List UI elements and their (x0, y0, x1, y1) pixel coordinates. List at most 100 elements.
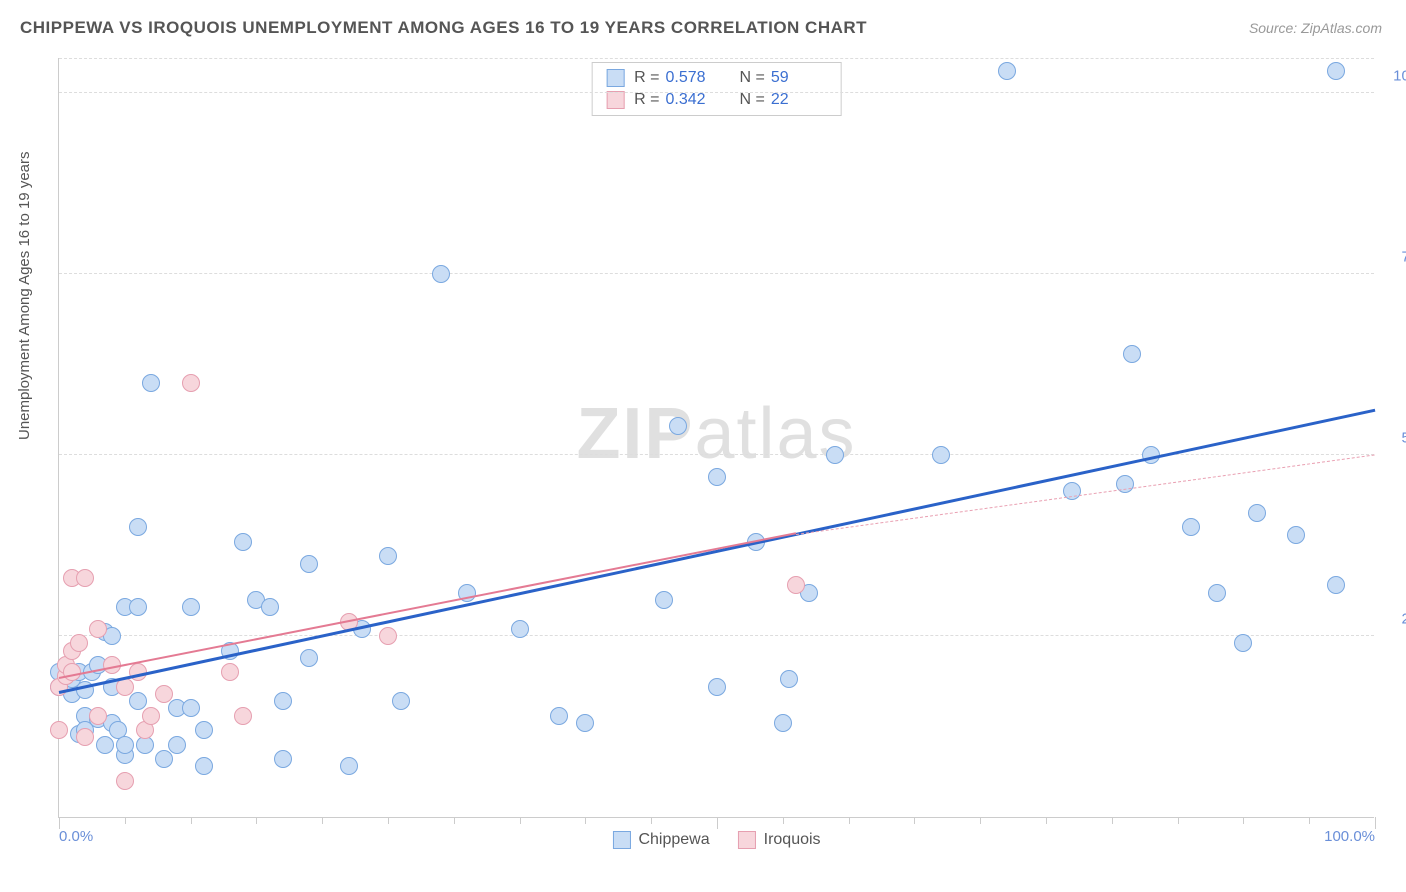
x-tick (914, 817, 915, 824)
data-point (96, 736, 114, 754)
gridline (59, 635, 1374, 636)
data-point (116, 772, 134, 790)
trend-line (59, 409, 1376, 694)
x-tick (717, 817, 718, 829)
x-tick (651, 817, 652, 824)
gridline (59, 92, 1374, 93)
trend-line (796, 454, 1375, 535)
data-point (576, 714, 594, 732)
data-point (89, 707, 107, 725)
legend-label: Chippewa (638, 831, 709, 849)
legend-label: Iroquois (764, 831, 821, 849)
watermark: ZIPatlas (576, 392, 856, 474)
data-point (234, 707, 252, 725)
data-point (76, 728, 94, 746)
data-point (142, 707, 160, 725)
data-point (76, 569, 94, 587)
scatter-chart: ZIPatlas R =0.578N =59R =0.342N =22 Chip… (58, 58, 1374, 818)
x-tick (520, 817, 521, 824)
data-point (708, 678, 726, 696)
data-point (379, 627, 397, 645)
data-point (708, 468, 726, 486)
legend-item: Chippewa (612, 831, 709, 849)
data-point (261, 598, 279, 616)
data-point (182, 374, 200, 392)
data-point (50, 721, 68, 739)
y-axis-label: Unemployment Among Ages 16 to 19 years (16, 151, 33, 440)
stat-n-value: 59 (771, 69, 827, 87)
data-point (1327, 576, 1345, 594)
data-point (1208, 584, 1226, 602)
y-tick-label: 25.0% (1384, 611, 1406, 628)
x-tick (191, 817, 192, 824)
stat-n-label: N = (740, 69, 765, 87)
x-tick (1112, 817, 1113, 824)
x-tick (1243, 817, 1244, 824)
data-point (129, 692, 147, 710)
data-point (168, 736, 186, 754)
x-tick-label: 0.0% (59, 828, 93, 845)
data-point (155, 685, 173, 703)
data-point (1234, 634, 1252, 652)
data-point (89, 620, 107, 638)
data-point (142, 374, 160, 392)
data-point (195, 757, 213, 775)
x-tick (1178, 817, 1179, 824)
data-point (932, 446, 950, 464)
data-point (669, 417, 687, 435)
x-tick (1046, 817, 1047, 824)
data-point (155, 750, 173, 768)
legend-swatch (612, 831, 630, 849)
legend-swatch (738, 831, 756, 849)
data-point (195, 721, 213, 739)
data-point (550, 707, 568, 725)
data-point (774, 714, 792, 732)
stat-r-label: R = (634, 91, 659, 109)
data-point (70, 634, 88, 652)
x-tick (454, 817, 455, 824)
x-tick (980, 817, 981, 824)
data-point (998, 62, 1016, 80)
data-point (1327, 62, 1345, 80)
data-point (129, 518, 147, 536)
gridline (59, 273, 1374, 274)
gridline (59, 58, 1374, 59)
stat-r-value: 0.342 (666, 91, 722, 109)
series-swatch (606, 91, 624, 109)
data-point (300, 649, 318, 667)
trend-line (59, 533, 796, 680)
data-point (182, 598, 200, 616)
stat-n-label: N = (740, 91, 765, 109)
x-tick (1375, 817, 1376, 829)
data-point (300, 555, 318, 573)
x-tick (585, 817, 586, 824)
x-tick (256, 817, 257, 824)
y-tick-label: 75.0% (1384, 249, 1406, 266)
x-tick-label: 100.0% (1324, 828, 1375, 845)
x-tick (783, 817, 784, 824)
x-tick (1309, 817, 1310, 824)
data-point (1182, 518, 1200, 536)
data-point (655, 591, 673, 609)
legend: Chippewa Iroquois (612, 831, 820, 849)
data-point (392, 692, 410, 710)
data-point (780, 670, 798, 688)
data-point (234, 533, 252, 551)
data-point (787, 576, 805, 594)
stats-box: R =0.578N =59R =0.342N =22 (591, 62, 842, 116)
data-point (1248, 504, 1266, 522)
y-tick-label: 50.0% (1384, 430, 1406, 447)
stat-r-label: R = (634, 69, 659, 87)
series-swatch (606, 69, 624, 87)
chart-title: CHIPPEWA VS IROQUOIS UNEMPLOYMENT AMONG … (20, 18, 867, 38)
data-point (221, 663, 239, 681)
source-caption: Source: ZipAtlas.com (1249, 20, 1382, 36)
x-tick (849, 817, 850, 824)
x-tick (125, 817, 126, 824)
x-tick (388, 817, 389, 824)
data-point (340, 757, 358, 775)
data-point (432, 265, 450, 283)
legend-item: Iroquois (738, 831, 821, 849)
data-point (129, 598, 147, 616)
data-point (379, 547, 397, 565)
